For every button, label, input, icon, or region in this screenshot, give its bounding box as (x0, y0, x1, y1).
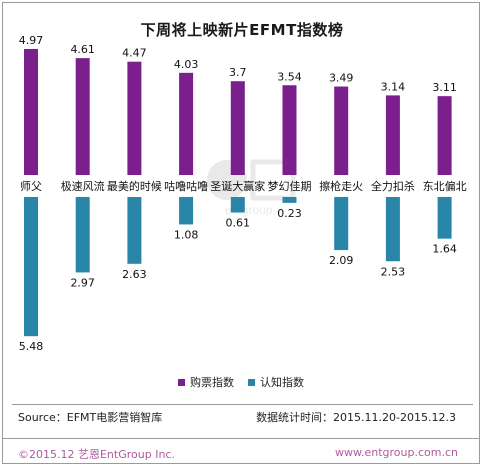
legend-swatch-awareness (248, 378, 255, 386)
data-label-purchase: 3.54 (277, 70, 302, 83)
legend-label-purchase: 购票指数 (190, 376, 234, 389)
data-label-awareness: 2.53 (381, 265, 406, 278)
bar-awareness (230, 197, 245, 213)
data-label-awareness: 2.63 (122, 268, 147, 281)
bar-awareness (437, 197, 452, 239)
data-label-purchase: 3.49 (329, 72, 354, 85)
chart-title: 下周将上映新片EFMT指数榜 (140, 21, 344, 39)
data-label-purchase: 3.7 (229, 66, 247, 79)
source-text: Source：EFMT电影营销智库 (18, 411, 163, 424)
source-divider (12, 404, 473, 405)
data-label-awareness: 5.48 (19, 340, 44, 353)
bar-purchase (75, 58, 90, 175)
data-label-purchase: 3.14 (381, 80, 406, 93)
data-label-awareness: 2.97 (70, 276, 95, 289)
data-label-awareness: 0.61 (226, 216, 251, 229)
bar-purchase (437, 96, 452, 175)
category-label: 全力扣杀 (371, 179, 415, 193)
data-label-awareness: 2.09 (329, 254, 354, 267)
legend-item-awareness: 认知指数 (248, 374, 304, 390)
category-label: 擦枪走火 (319, 179, 363, 193)
category-label: 极速风流 (61, 179, 105, 193)
category-label: 东北偏北 (423, 179, 467, 193)
bar-purchase (127, 61, 142, 175)
bar-awareness (282, 197, 297, 203)
category-label: 梦幻佳期 (268, 179, 312, 193)
bar-awareness (75, 197, 90, 273)
category-label: 咕噜咕噜 (164, 179, 208, 193)
legend-label-awareness: 认知指数 (260, 376, 304, 389)
copyright-text: ©2015.12 艺恩EntGroup Inc. (18, 448, 175, 461)
bar-purchase (24, 49, 38, 175)
data-label-awareness: 1.64 (432, 243, 457, 256)
bar-awareness (24, 197, 38, 337)
bar-purchase (334, 86, 349, 175)
legend-swatch-purchase (178, 378, 185, 386)
website-link[interactable]: www.entgroup.com.cn (335, 446, 458, 459)
footer-divider (2, 438, 480, 439)
bar-awareness (334, 197, 349, 251)
category-label: 圣诞大赢家 (210, 179, 265, 193)
category-label: 最美的时候 (107, 179, 162, 193)
period-text: 数据统计时间：2015.11.20-2015.12.3 (256, 411, 456, 424)
category-label: 师父 (20, 180, 42, 193)
chart-legend: 购票指数 认知指数 (178, 374, 304, 390)
bar-awareness (385, 197, 400, 262)
data-label-purchase: 3.11 (432, 81, 457, 94)
bar-purchase (282, 85, 297, 175)
data-label-purchase: 4.97 (19, 34, 44, 47)
data-label-purchase: 4.47 (122, 47, 147, 60)
data-label-purchase: 4.03 (174, 58, 199, 71)
bar-purchase (230, 81, 245, 175)
bar-awareness (127, 197, 142, 264)
data-label-awareness: 1.08 (174, 228, 199, 241)
data-label-purchase: 4.61 (70, 43, 95, 56)
bar-awareness (179, 197, 194, 225)
bar-purchase (385, 95, 400, 175)
data-label-awareness: 0.23 (277, 207, 302, 220)
legend-item-purchase: 购票指数 (178, 374, 234, 390)
bar-purchase (179, 72, 194, 175)
